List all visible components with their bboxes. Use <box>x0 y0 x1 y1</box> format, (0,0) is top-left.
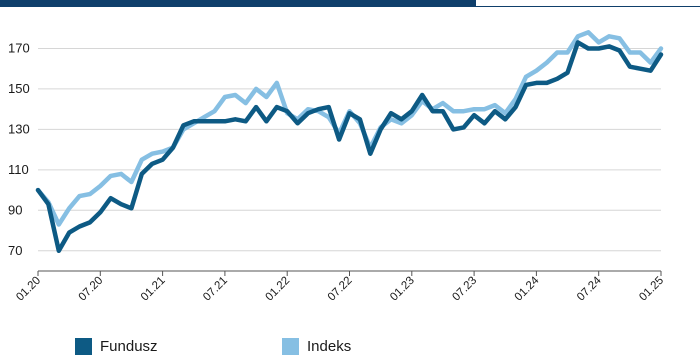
y-tick-label-110: 110 <box>8 162 29 177</box>
x-tick-label-7: 07.23 <box>450 275 479 304</box>
x-tick-label-6: 01.23 <box>388 275 417 304</box>
legend-item-index: Indeks <box>282 338 351 355</box>
y-tick-label-130: 130 <box>8 121 30 136</box>
gridlines <box>38 47 661 252</box>
x-tick-label-4: 01.22 <box>263 275 292 304</box>
x-tick-label-0: 01.20 <box>14 275 43 304</box>
legend-item-fund: Fundusz <box>75 338 158 355</box>
x-tick-label-9: 07.24 <box>575 274 604 303</box>
legend-swatch-index <box>282 338 299 355</box>
series-lines <box>35 30 664 254</box>
x-tick-label-3: 07.21 <box>201 275 230 304</box>
x-tick-label-5: 07.22 <box>326 275 355 304</box>
legend: Fundusz Indeks <box>0 338 700 358</box>
legend-swatch-fund <box>75 338 92 355</box>
legend-label-fund: Fundusz <box>100 338 158 355</box>
legend-label-index: Indeks <box>307 338 352 355</box>
y-tick-label-170: 170 <box>8 40 30 55</box>
y-axis-ticks: 70 90 110 130 150 170 <box>8 40 30 257</box>
y-tick-label-70: 70 <box>8 243 22 258</box>
header-bar <box>0 0 700 8</box>
y-tick-label-150: 150 <box>8 81 30 96</box>
header-bar-accent <box>0 0 476 7</box>
series-line-fundusz <box>35 40 664 254</box>
series-line-indeks <box>35 30 664 227</box>
header-bar-rule <box>476 6 700 7</box>
y-tick-label-90: 90 <box>8 202 22 217</box>
x-tick-label-10: 01.25 <box>637 275 666 304</box>
x-tick-label-1: 07.20 <box>77 275 106 304</box>
x-tick-label-8: 01.24 <box>513 274 542 303</box>
x-tick-label-2: 01.21 <box>139 275 168 304</box>
x-axis: 01.20 07.20 01.21 07.21 01.22 07.22 01.23 07.23… <box>14 270 666 304</box>
